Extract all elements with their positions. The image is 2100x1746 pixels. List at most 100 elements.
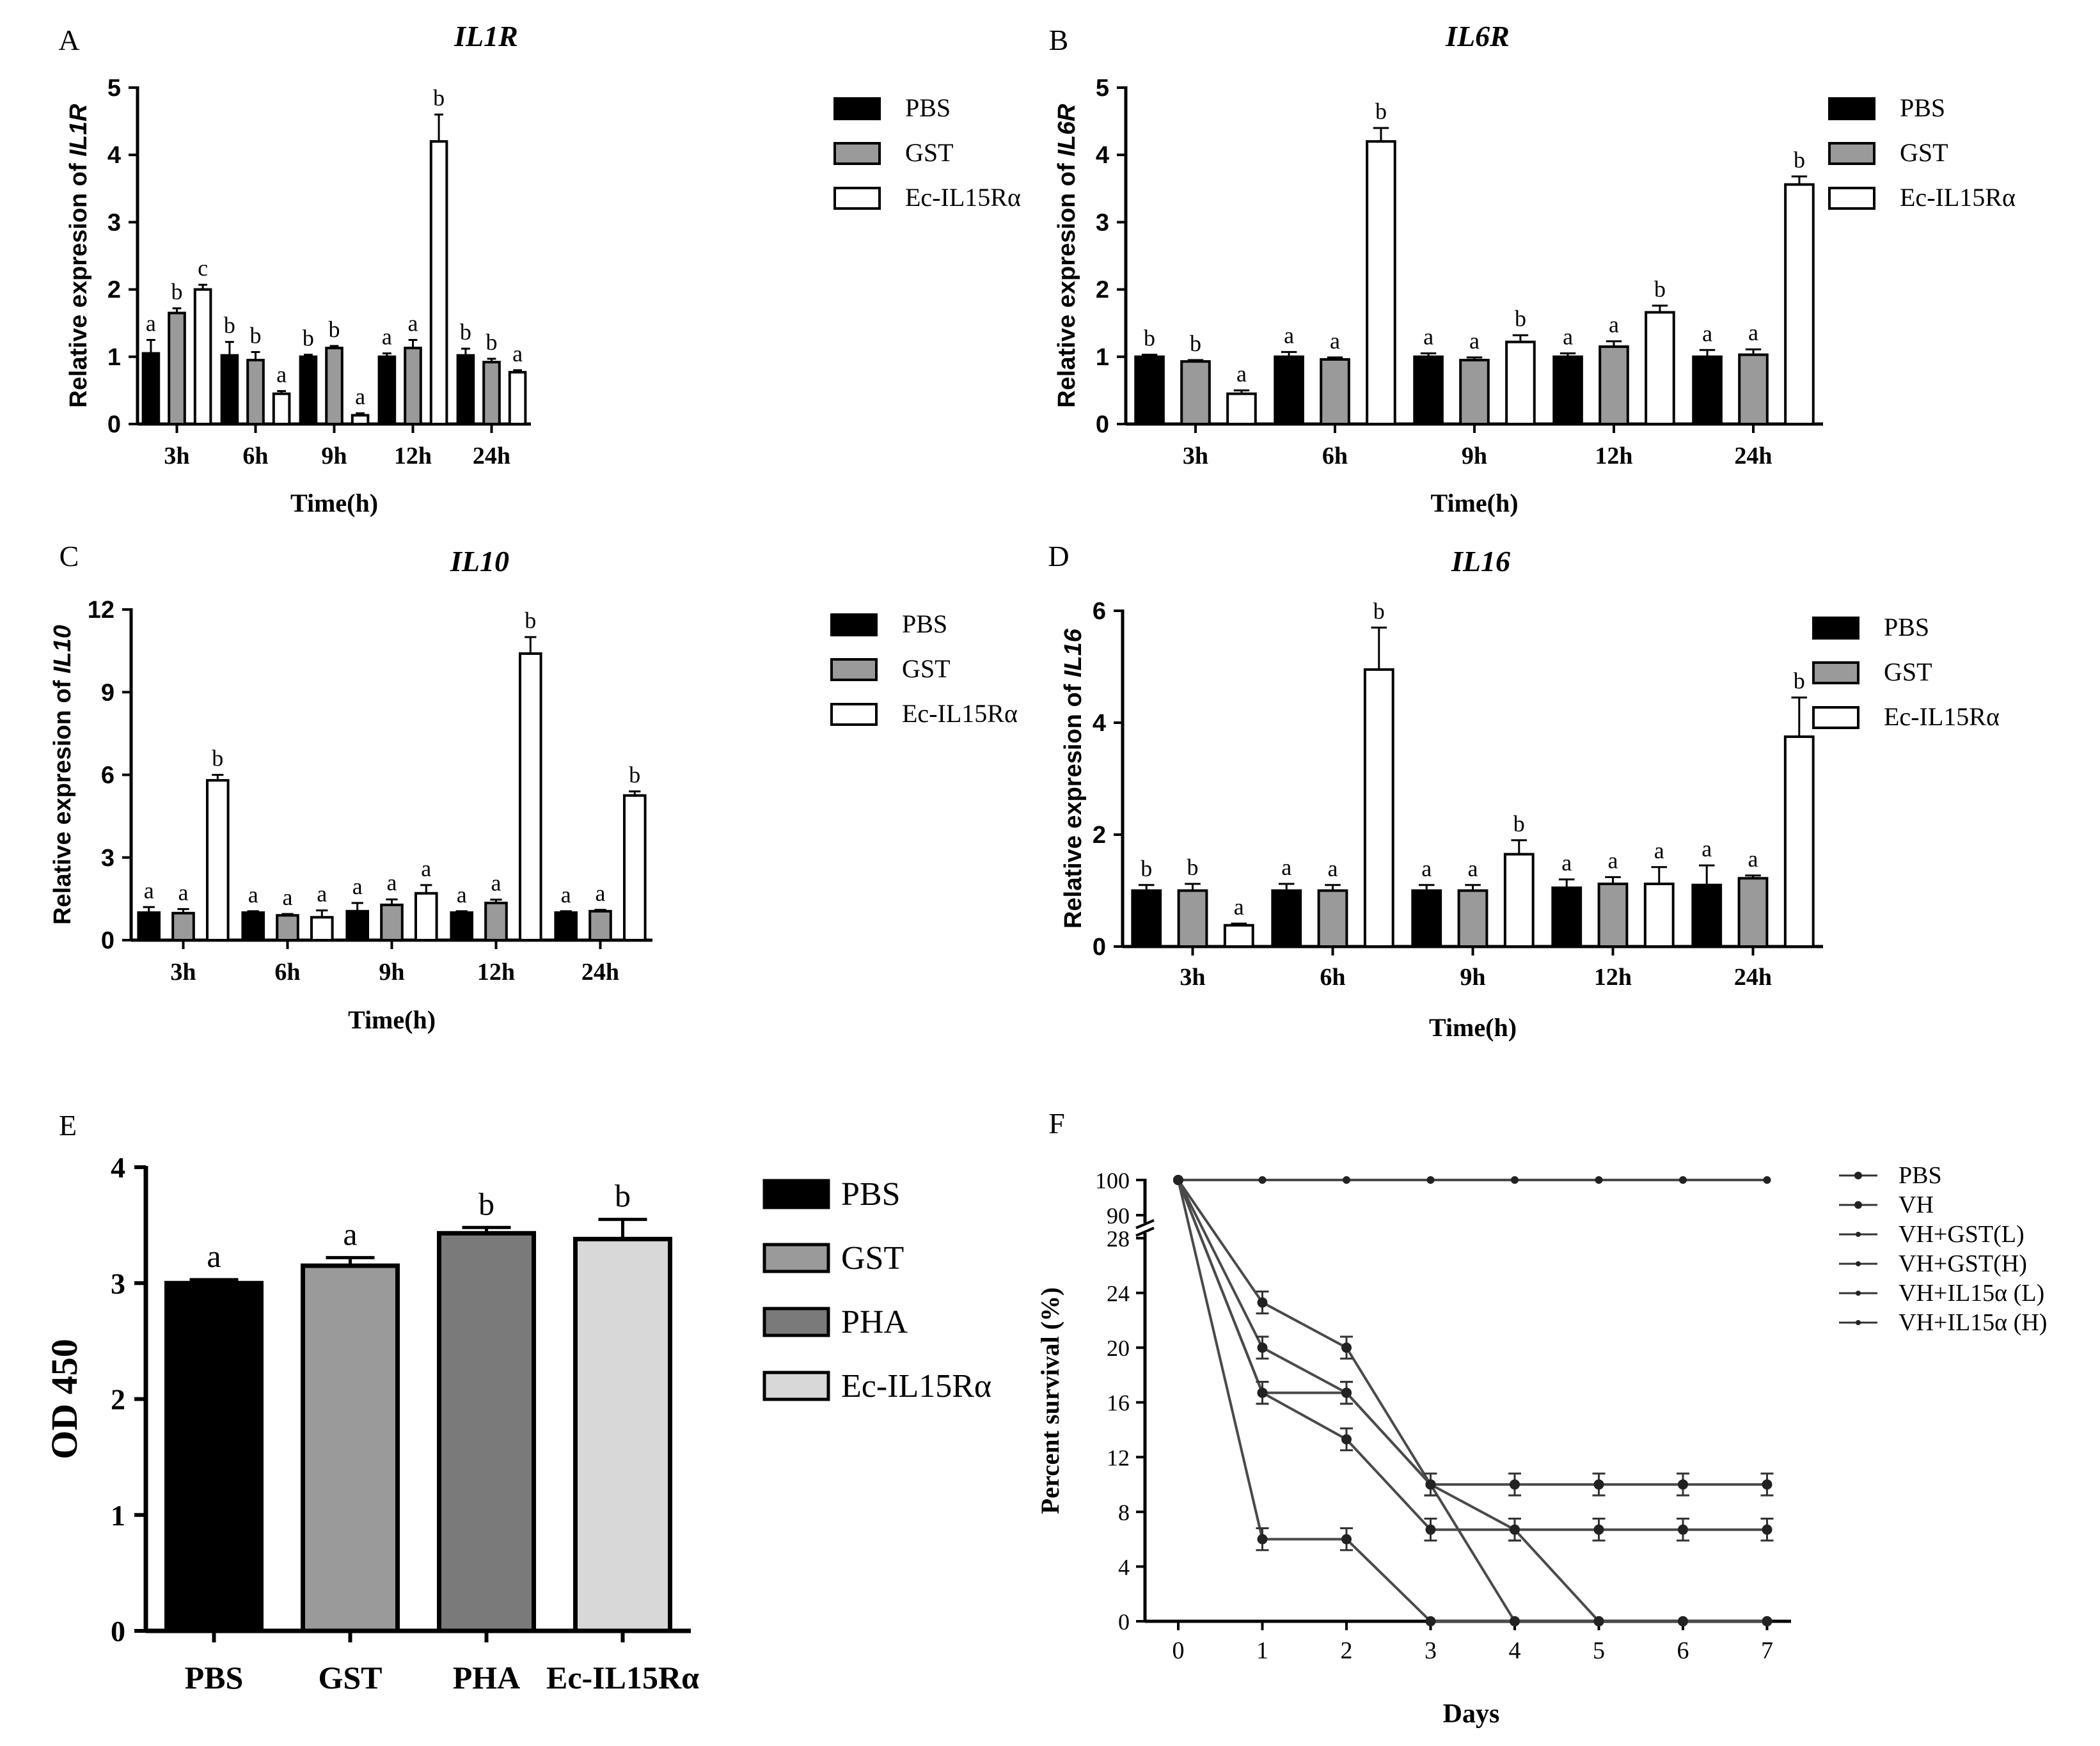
x-tick-label: PBS bbox=[185, 1660, 244, 1695]
significance-letter: a bbox=[1423, 324, 1433, 350]
y-tick-label: 3 bbox=[111, 1267, 125, 1300]
bar bbox=[1457, 889, 1488, 948]
bar bbox=[345, 909, 370, 941]
axis-break-mark bbox=[1135, 1219, 1155, 1229]
bar bbox=[482, 361, 501, 425]
bar bbox=[1271, 889, 1302, 948]
bar bbox=[1177, 889, 1208, 948]
bar bbox=[1226, 392, 1257, 425]
legend-marker bbox=[1854, 1172, 1862, 1179]
x-tick-label: 3 bbox=[1425, 1637, 1437, 1664]
data-point bbox=[1257, 1297, 1268, 1308]
x-tick-label: 7 bbox=[1761, 1637, 1773, 1664]
y-axis-label: Relative expresion of IL10 bbox=[49, 625, 76, 925]
legend-label: Ec-IL15Rα bbox=[902, 699, 1018, 728]
significance-letter: a bbox=[343, 1216, 357, 1252]
bar bbox=[168, 311, 186, 426]
chart-title: IL6R bbox=[1445, 20, 1510, 52]
bar bbox=[220, 354, 239, 425]
bar bbox=[246, 359, 265, 425]
bar bbox=[301, 1263, 400, 1633]
x-tick-label: 9h bbox=[1462, 443, 1487, 469]
bar bbox=[1180, 360, 1211, 425]
bar bbox=[1551, 886, 1583, 948]
x-tick-label: 0 bbox=[1172, 1637, 1185, 1664]
legend-swatch bbox=[1812, 617, 1859, 640]
data-point bbox=[1510, 1524, 1520, 1535]
survival-line bbox=[1177, 1179, 1767, 1531]
bar bbox=[171, 911, 195, 941]
bar bbox=[1599, 345, 1629, 426]
legend-label: Ec-IL15Rα bbox=[905, 183, 1021, 212]
y-axis-label-gene: IL16 bbox=[1060, 628, 1087, 677]
survival-line bbox=[1177, 1179, 1767, 1623]
x-tick-label: 2 bbox=[1341, 1637, 1353, 1664]
y-tick-label: 100 bbox=[1095, 1168, 1130, 1193]
data-point bbox=[1257, 1342, 1268, 1353]
x-tick-label: 6h bbox=[274, 959, 300, 986]
significance-letter: a bbox=[317, 881, 327, 906]
y-tick-label: 3 bbox=[107, 209, 121, 236]
significance-letter: a bbox=[276, 361, 287, 387]
y-tick-label: 0 bbox=[1093, 934, 1106, 961]
x-axis-label: Time(h) bbox=[348, 1005, 436, 1034]
y-tick-label: 90 bbox=[1107, 1203, 1130, 1229]
y-tick-label: 5 bbox=[107, 75, 121, 102]
significance-letter: a bbox=[1701, 836, 1712, 861]
data-point bbox=[1341, 1342, 1352, 1353]
significance-letter: b bbox=[1190, 331, 1201, 356]
bar bbox=[1692, 355, 1723, 425]
y-tick-label: 4 bbox=[107, 142, 121, 169]
bar bbox=[1784, 183, 1815, 425]
x-tick-label: 6h bbox=[1320, 964, 1345, 991]
bar bbox=[1552, 355, 1583, 425]
significance-letter: b bbox=[486, 329, 498, 355]
significance-letter: a bbox=[491, 870, 501, 896]
legend-label: PBS bbox=[841, 1176, 901, 1213]
survival-line bbox=[1177, 1179, 1767, 1623]
bar bbox=[1366, 140, 1396, 425]
bar bbox=[1597, 883, 1629, 948]
legend-label: GST bbox=[1900, 138, 1948, 167]
bar bbox=[456, 354, 475, 425]
legend-label: GST bbox=[905, 138, 954, 167]
bar bbox=[1737, 877, 1769, 948]
legend-swatch bbox=[830, 613, 878, 636]
legend-swatch bbox=[1812, 706, 1859, 729]
significance-letter: a bbox=[387, 870, 397, 895]
bar bbox=[1131, 889, 1162, 948]
y-tick-label: 6 bbox=[101, 762, 114, 789]
y-tick-label: 8 bbox=[1118, 1500, 1130, 1525]
x-tick-label: 12h bbox=[1594, 964, 1632, 991]
legend-label: PBS bbox=[905, 93, 951, 122]
data-point bbox=[1257, 1387, 1268, 1398]
data-point bbox=[1762, 1479, 1772, 1490]
significance-letter: a bbox=[248, 882, 258, 908]
bar bbox=[437, 1231, 536, 1633]
survival-line bbox=[1177, 1179, 1767, 1486]
panel-letter: F bbox=[1048, 1107, 1065, 1140]
significance-letter: a bbox=[1234, 894, 1244, 920]
x-tick-label: 3h bbox=[1183, 443, 1208, 469]
legend-swatch bbox=[1812, 661, 1859, 684]
bar bbox=[299, 355, 318, 425]
significance-letter: b bbox=[1187, 854, 1199, 880]
panel-letter: A bbox=[58, 24, 79, 56]
legend-swatch bbox=[762, 1307, 830, 1337]
bar bbox=[622, 794, 647, 941]
x-tick-label: 24h bbox=[581, 959, 619, 986]
y-tick-label: 4 bbox=[111, 1151, 125, 1184]
significance-letter: a bbox=[421, 856, 431, 881]
bar bbox=[141, 352, 161, 425]
panel-letter: C bbox=[59, 540, 79, 572]
significance-letter: a bbox=[1236, 361, 1247, 386]
significance-letter: a bbox=[1281, 854, 1291, 880]
legend-marker bbox=[1856, 1320, 1861, 1325]
significance-letter: b bbox=[1794, 668, 1805, 694]
panel-letter: D bbox=[1048, 540, 1069, 572]
data-point bbox=[1593, 1524, 1604, 1535]
y-axis-label-gene: IL1R bbox=[65, 104, 92, 157]
bar bbox=[1645, 311, 1675, 426]
bar bbox=[1691, 883, 1723, 948]
y-tick-label: 4 bbox=[1093, 710, 1106, 737]
